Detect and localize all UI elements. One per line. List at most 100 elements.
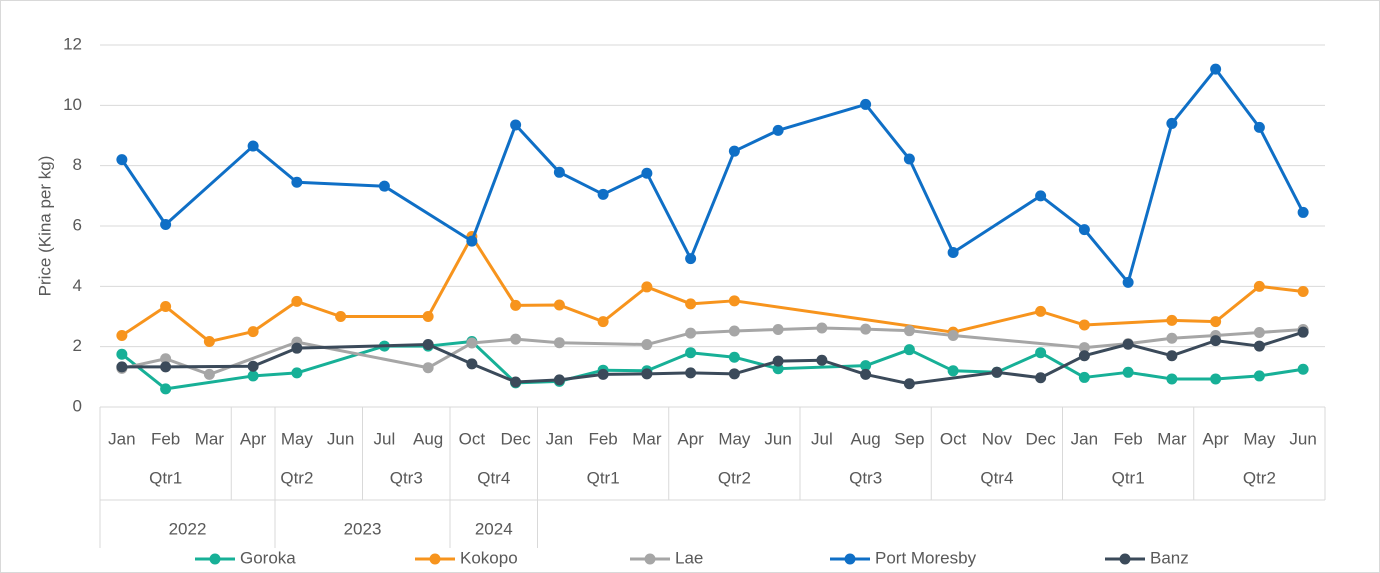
point <box>510 299 522 311</box>
point <box>116 361 128 373</box>
point <box>1253 370 1265 382</box>
x-tick-label: Oct <box>940 429 967 448</box>
point <box>728 295 740 307</box>
point <box>1035 347 1047 359</box>
point <box>1166 314 1178 326</box>
point <box>116 154 128 166</box>
point <box>1122 366 1134 378</box>
point <box>203 368 215 380</box>
quarter-label: Qtr3 <box>390 468 423 487</box>
quarter-label: Qtr3 <box>849 468 882 487</box>
x-tick-label: Jul <box>374 429 396 448</box>
y-tick-label: 8 <box>73 155 82 174</box>
point <box>247 140 259 152</box>
x-tick-label: Jan <box>546 429 573 448</box>
x-tick-label: Oct <box>459 429 486 448</box>
quarter-label: Qtr1 <box>587 468 620 487</box>
x-tick-label: Mar <box>632 429 662 448</box>
point <box>160 383 172 395</box>
point <box>903 378 915 390</box>
point <box>903 153 915 165</box>
point <box>291 176 303 188</box>
point <box>466 337 478 349</box>
y-tick-label: 0 <box>73 396 82 415</box>
quarter-label: Qtr1 <box>1112 468 1145 487</box>
point <box>1297 206 1309 218</box>
y-tick-label: 10 <box>63 95 82 114</box>
x-tick-label: Nov <box>982 429 1013 448</box>
point <box>641 368 653 380</box>
point <box>466 358 478 370</box>
point <box>291 367 303 379</box>
point <box>1035 305 1047 317</box>
point <box>291 342 303 354</box>
point <box>903 344 915 356</box>
point <box>553 299 565 311</box>
point <box>291 295 303 307</box>
point <box>728 145 740 157</box>
point <box>553 374 565 386</box>
point <box>1166 373 1178 385</box>
point <box>772 355 784 367</box>
point <box>597 316 609 328</box>
point <box>1210 373 1222 385</box>
point <box>772 124 784 136</box>
x-tick-label: Apr <box>1202 429 1229 448</box>
y-tick-label: 6 <box>73 215 82 234</box>
point <box>1297 363 1309 375</box>
point <box>641 281 653 293</box>
point <box>116 348 128 360</box>
x-tick-label: Mar <box>1157 429 1187 448</box>
year-label: 2023 <box>344 519 382 538</box>
y-tick-label: 2 <box>73 336 82 355</box>
y-axis-label: Price (Kina per kg) <box>35 156 54 297</box>
point <box>685 298 697 310</box>
point <box>1078 371 1090 383</box>
year-label: 2024 <box>475 519 513 538</box>
y-tick-label: 4 <box>73 276 82 295</box>
legend-label: Port Moresby <box>875 548 977 567</box>
point <box>1122 338 1134 350</box>
point <box>553 337 565 349</box>
point <box>1166 332 1178 344</box>
point <box>947 247 959 259</box>
point <box>1078 224 1090 236</box>
point <box>685 327 697 339</box>
x-tick-label: Mar <box>195 429 225 448</box>
point <box>1297 285 1309 297</box>
quarter-label: Qtr1 <box>149 468 182 487</box>
point <box>247 326 259 338</box>
point <box>1166 350 1178 362</box>
point <box>641 167 653 179</box>
point <box>510 376 522 388</box>
point <box>510 333 522 345</box>
point <box>160 353 172 365</box>
quarter-label: Qtr4 <box>980 468 1013 487</box>
point <box>378 180 390 192</box>
point <box>903 325 915 337</box>
point <box>816 322 828 334</box>
point <box>203 336 215 348</box>
point <box>1210 63 1222 75</box>
point <box>728 325 740 337</box>
point <box>160 218 172 230</box>
point <box>160 301 172 313</box>
x-tick-label: Jun <box>327 429 354 448</box>
point <box>1035 190 1047 202</box>
legend-label: Kokopo <box>460 548 518 567</box>
x-tick-label: Dec <box>1026 429 1057 448</box>
x-tick-label: Jun <box>1289 429 1316 448</box>
point <box>247 360 259 372</box>
y-tick-label: 12 <box>63 34 82 53</box>
point <box>1122 276 1134 288</box>
quarter-label: Qtr4 <box>477 468 510 487</box>
point <box>422 362 434 374</box>
x-tick-label: Dec <box>501 429 532 448</box>
point <box>597 368 609 380</box>
point <box>422 339 434 351</box>
legend-marker <box>644 553 656 565</box>
legend-marker <box>1119 553 1131 565</box>
point <box>1253 280 1265 292</box>
x-tick-label: Jan <box>1071 429 1098 448</box>
